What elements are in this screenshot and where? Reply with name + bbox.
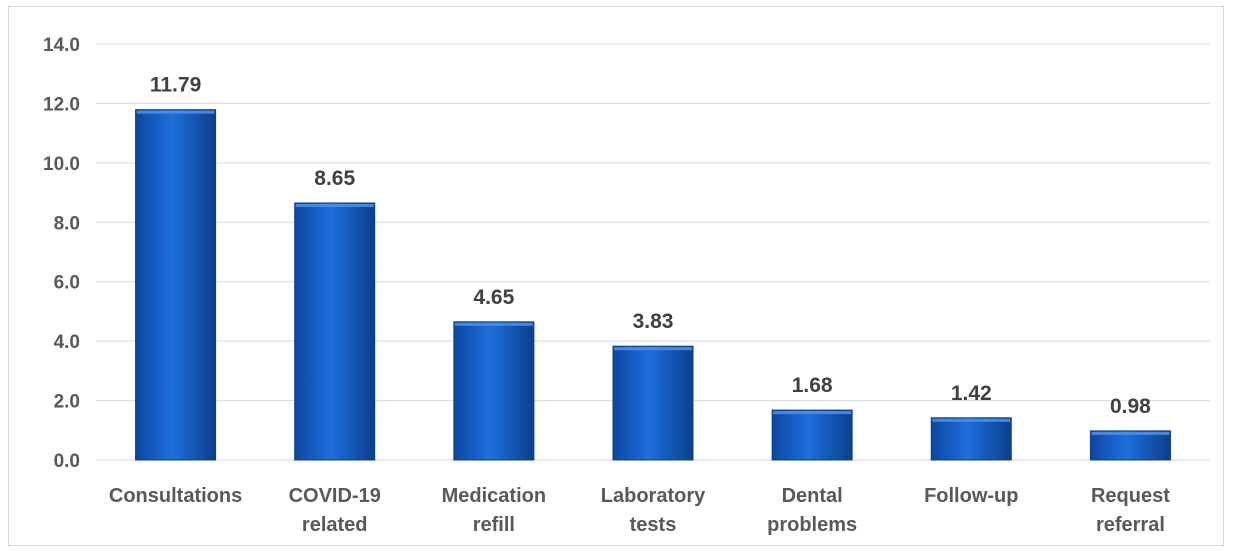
bar-top-highlight (136, 110, 215, 114)
y-tick-label: 10.0 (43, 154, 80, 175)
bars (135, 109, 1171, 461)
bar-body (294, 202, 376, 461)
category-label-line: related (302, 514, 368, 536)
category-label-line: refill (473, 514, 515, 536)
category-label-line: Laboratory (601, 485, 706, 507)
gridlines (96, 43, 1210, 461)
category-label-line: referral (1096, 514, 1165, 536)
data-label: 11.79 (150, 74, 201, 97)
category-label-line: Medication (442, 485, 546, 507)
category-label: Request referral (1091, 485, 1170, 536)
category-label: Consultations (109, 485, 242, 507)
category-label-line: Request (1091, 485, 1170, 507)
y-tick-label: 12.0 (43, 94, 80, 115)
y-tick-label: 6.0 (54, 273, 80, 294)
category-label: COVID-19 related (289, 485, 381, 536)
bar-top-highlight (773, 411, 852, 415)
category-label-line: Dental (782, 485, 843, 507)
category-label: Medication refill (442, 485, 546, 536)
bar-top-highlight (295, 203, 374, 207)
data-label: 4.65 (473, 286, 514, 309)
bar (612, 345, 694, 461)
bar-body (771, 409, 853, 461)
data-label: 1.42 (951, 382, 992, 405)
category-label: Laboratory tests (601, 485, 706, 536)
bar-top-highlight (932, 418, 1011, 422)
category-label-line: COVID-19 (289, 485, 381, 507)
bar (1089, 430, 1171, 461)
bar (771, 409, 853, 461)
bar-body (930, 417, 1012, 461)
bar (135, 109, 217, 461)
y-tick-label: 8.0 (54, 213, 80, 234)
category-label-line: Consultations (109, 485, 242, 507)
y-tick-label: 0.0 (54, 451, 80, 472)
bar-top-highlight (1091, 431, 1170, 435)
y-axis-ticks: 0.0 2.0 4.0 6.0 8.0 10.0 12.0 14.0 (43, 35, 80, 472)
category-label: Dental problems (767, 485, 857, 536)
bar (453, 321, 535, 461)
data-label: 0.98 (1110, 395, 1151, 418)
category-label: Follow-up (924, 485, 1018, 507)
bar (930, 417, 1012, 461)
bar (294, 202, 376, 461)
bar-body (1089, 430, 1171, 461)
data-labels: 11.79 8.65 4.65 3.83 1.68 1.42 0.98 (150, 74, 1151, 418)
category-label-line: problems (767, 514, 857, 536)
bar-body (135, 109, 217, 461)
bar-body (453, 321, 535, 461)
data-label: 8.65 (314, 167, 355, 190)
data-label: 1.68 (792, 374, 833, 397)
y-tick-label: 4.0 (54, 332, 80, 353)
y-tick-label: 2.0 (54, 392, 80, 413)
y-tick-label: 14.0 (43, 35, 80, 56)
bar-body (612, 345, 694, 461)
x-axis-categories: Consultations COVID-19 related Medication re… (109, 485, 1170, 536)
category-label-line: Follow-up (924, 485, 1018, 507)
bar-top-highlight (454, 322, 533, 326)
bar-top-highlight (614, 347, 692, 351)
data-label: 3.83 (633, 310, 674, 333)
category-label-line: tests (630, 514, 677, 536)
